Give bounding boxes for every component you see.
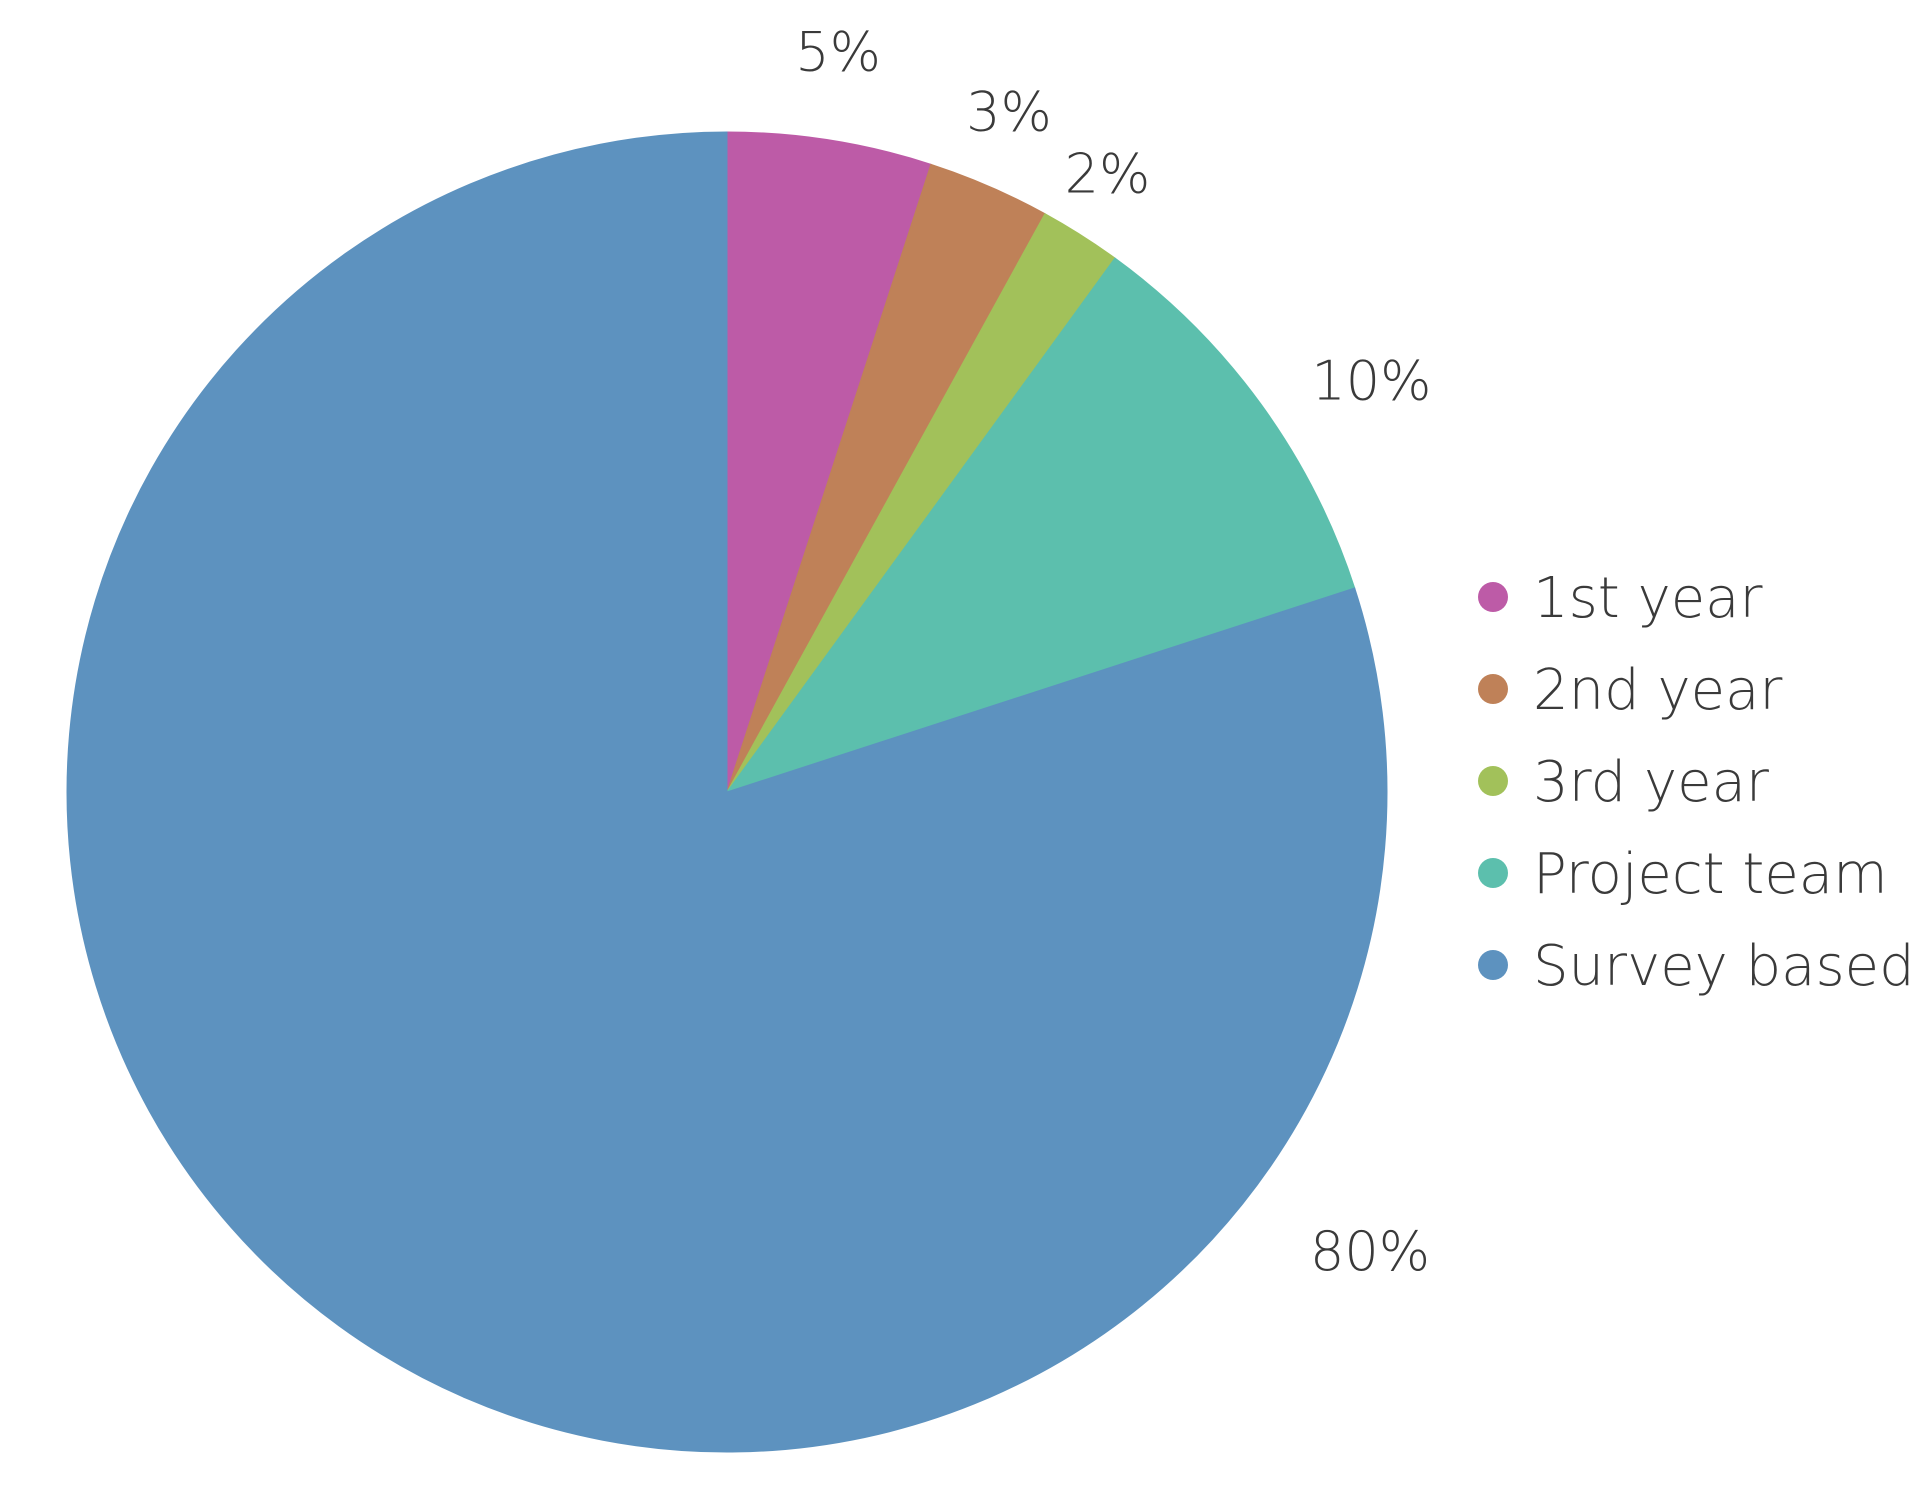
legend-label-3rd-year: 3rd year	[1533, 750, 1769, 815]
slice-value-label-project-team: 10%	[1311, 350, 1431, 413]
legend-swatch-2nd-year	[1478, 674, 1508, 704]
legend-item-survey-based: Survey based	[1478, 934, 1915, 999]
slice-value-labels: 5% 3%2% 10% 80%	[795, 21, 1431, 1283]
slice-value-label-3rd-year: 2%	[1065, 143, 1151, 206]
pie-slices	[66, 131, 1388, 1453]
legend: 1st year 2nd year 3rd year Project team Surv…	[1478, 566, 1915, 999]
legend-item-2nd-year: 2nd year	[1478, 658, 1782, 723]
legend-swatch-1st-year	[1478, 582, 1508, 612]
legend-label-project-team: Project team	[1533, 842, 1888, 907]
legend-label-2nd-year: 2nd year	[1533, 658, 1782, 723]
slice-value-label-survey-based: 80%	[1310, 1220, 1430, 1283]
legend-label-1st-year: 1st year	[1533, 566, 1763, 631]
pie-slice-1st-year	[726, 131, 932, 793]
slice-value-label-1st-year: 5%	[795, 21, 881, 84]
pie-slice-survey-based	[66, 131, 1388, 1453]
legend-swatch-3rd-year	[1478, 766, 1508, 796]
legend-item-project-team: Project team	[1478, 842, 1888, 907]
legend-item-3rd-year: 3rd year	[1478, 750, 1769, 815]
legend-item-1st-year: 1st year	[1478, 566, 1763, 631]
legend-swatch-survey-based	[1478, 950, 1508, 980]
legend-swatch-project-team	[1478, 858, 1508, 888]
pie-slice-project-team	[725, 257, 1356, 793]
slice-value-label-2nd-year: 3%	[966, 80, 1052, 143]
legend-label-survey-based: Survey based	[1533, 934, 1915, 999]
